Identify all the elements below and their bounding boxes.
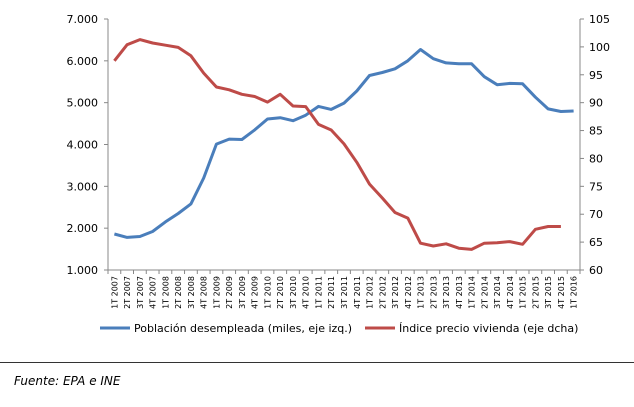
legend-label: Población desempleada (miles, eje izq.)	[134, 322, 352, 335]
x-tick-label: 4T 2009	[251, 276, 260, 309]
x-tick-label: 1T 2011	[314, 276, 323, 309]
left-tick-label: 4.000	[67, 139, 99, 152]
x-tick-label: 4T 2012	[404, 276, 413, 309]
left-tick-label: 3.000	[67, 180, 99, 193]
x-tick-label: 3T 2012	[391, 276, 400, 309]
legend-label: Índice precio vivienda (eje dcha)	[399, 322, 578, 335]
separator-line	[0, 362, 634, 363]
x-tick-label: 1T 2010	[263, 276, 272, 309]
x-tick-label: 2T 2007	[123, 276, 132, 309]
x-tick-label: 4T 2007	[149, 276, 158, 309]
x-tick-label: 4T 2011	[353, 276, 362, 309]
left-tick-label: 1.000	[67, 264, 99, 277]
x-tick-label: 4T 2008	[200, 276, 209, 309]
x-tick-label: 2T 2013	[429, 276, 438, 309]
right-tick-label: 60	[589, 264, 603, 277]
x-tick-label: 4T 2014	[506, 276, 515, 309]
x-tick-label: 2T 2008	[174, 276, 183, 309]
x-tick-label: 1T 2015	[519, 276, 528, 309]
x-tick-label: 1T 2007	[110, 276, 119, 309]
series-line-housing-price	[113, 38, 561, 251]
x-tick-label: 1T 2008	[161, 276, 170, 309]
x-tick-label: 2T 2014	[480, 276, 489, 309]
x-tick-label: 2T 2015	[531, 276, 540, 309]
x-tick-label: 3T 2010	[289, 276, 298, 309]
x-tick-label: 4T 2013	[455, 276, 464, 309]
x-tick-label: 1T 2014	[468, 276, 477, 309]
source-note: Fuente: EPA e INE	[14, 374, 121, 388]
right-tick-label: 105	[589, 13, 610, 26]
x-tick-label: 1T 2009	[212, 276, 221, 309]
right-tick-label: 85	[589, 125, 603, 138]
x-tick-label: 1T 2013	[417, 276, 426, 309]
x-tick-label: 2T 2009	[225, 276, 234, 309]
x-tick-label: 3T 2014	[493, 276, 502, 309]
right-tick-label: 65	[589, 236, 603, 249]
x-tick-label: 3T 2008	[187, 276, 196, 309]
right-tick-label: 80	[589, 152, 603, 165]
right-tick-label: 100	[589, 41, 610, 54]
left-tick-label: 6.000	[67, 55, 99, 68]
right-tick-label: 90	[589, 97, 603, 110]
x-tick-label: 3T 2007	[136, 276, 145, 309]
x-tick-label: 4T 2015	[557, 276, 566, 309]
x-tick-label: 3T 2013	[442, 276, 451, 309]
dual-axis-line-chart: 1.000 2.000 3.000 4.000 5.000 6.000 7.000 60 65 7…	[67, 13, 611, 335]
x-tick-label: 1T 2016	[570, 276, 579, 309]
x-tick-label: 3T 2009	[238, 276, 247, 309]
x-tick-label: 2T 2011	[327, 276, 336, 309]
x-tick-label: 4T 2010	[302, 276, 311, 309]
x-tick-label: 3T 2011	[340, 276, 349, 309]
x-tick-label: 1T 2012	[366, 276, 375, 309]
right-tick-label: 70	[589, 208, 603, 221]
x-tick-label: 2T 2010	[276, 276, 285, 309]
left-tick-label: 2.000	[67, 222, 99, 235]
right-tick-label: 75	[589, 180, 603, 193]
left-tick-label: 5.000	[67, 97, 99, 110]
left-tick-label: 7.000	[67, 13, 99, 26]
x-tick-label: 2T 2012	[378, 276, 387, 309]
x-tick-label: 3T 2015	[544, 276, 553, 309]
right-tick-label: 95	[589, 69, 603, 82]
